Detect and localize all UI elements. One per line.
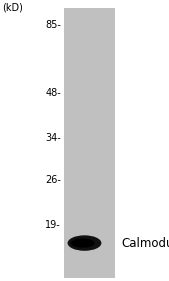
Text: 19-: 19- bbox=[45, 220, 61, 230]
Text: (kD): (kD) bbox=[2, 3, 23, 13]
Ellipse shape bbox=[71, 238, 95, 248]
Ellipse shape bbox=[68, 235, 101, 251]
Text: 85-: 85- bbox=[45, 20, 61, 30]
Bar bbox=[64, 8, 115, 278]
Text: Calmodulin: Calmodulin bbox=[122, 237, 169, 250]
Text: 48-: 48- bbox=[45, 88, 61, 98]
Text: 34-: 34- bbox=[45, 133, 61, 143]
Text: 26-: 26- bbox=[45, 175, 61, 185]
